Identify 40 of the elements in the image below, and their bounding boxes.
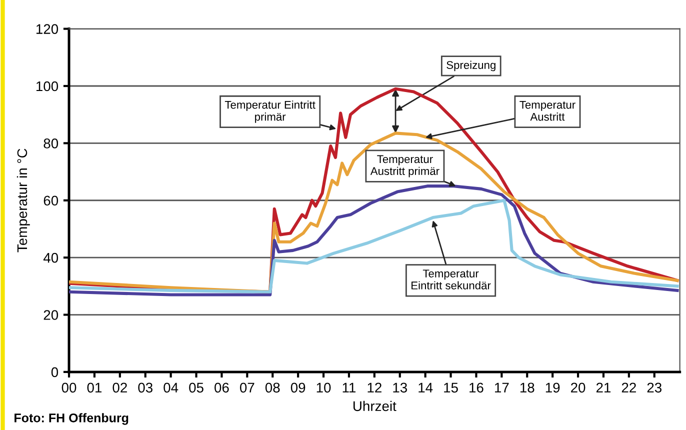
y-tick-label: 120 (36, 24, 58, 34)
x-tick-label: 08 (265, 382, 280, 393)
line-series (69, 198, 679, 294)
x-tick-label: 06 (214, 382, 229, 393)
annotation: Spreizung (446, 60, 496, 72)
annotation: Temperatur Austritt primär (370, 155, 440, 178)
y-tick-label: 100 (36, 81, 58, 92)
annotation: Temperatur Eintritt primär (224, 100, 316, 123)
y-tick-label: 0 (51, 367, 58, 378)
x-tick-label: 18 (520, 382, 534, 393)
x-tick-label: 16 (470, 382, 484, 393)
x-tick-label: 05 (189, 382, 204, 393)
y-tick-label: 60 (44, 196, 58, 206)
x-tick-label: 15 (444, 382, 458, 393)
x-tick-label: 07 (240, 382, 254, 393)
x-tick-label: 20 (571, 382, 586, 393)
x-tick-label: 22 (622, 382, 636, 392)
x-tick-label: 01 (87, 382, 102, 393)
x-tick-label: 03 (138, 382, 152, 393)
x-axis-title: Uhrzeit (353, 400, 396, 412)
text: Foto: FH Offenburg (14, 413, 128, 425)
x-tick-label: 14 (418, 382, 433, 392)
annotation: Temperatur Eintritt sekundär (412, 270, 491, 290)
annotation: Temperatur Austritt (520, 100, 576, 121)
x-tick-label: 23 (647, 382, 662, 393)
y-tick-label: 40 (43, 252, 58, 263)
x-tick-label: 12 (368, 382, 382, 392)
x-tick-label: 21 (596, 382, 611, 392)
y-tick-label: 80 (44, 138, 58, 148)
x-tick-label: 10 (316, 382, 331, 393)
y-tick-label: 20 (44, 310, 58, 320)
x-tick-label: 13 (393, 382, 407, 393)
x-tick-label: 17 (495, 382, 509, 392)
y-axis-title: Temperatur in °C (16, 148, 30, 252)
x-tick-label: 19 (546, 382, 560, 393)
x-tick-label: 04 (164, 382, 178, 393)
x-tick-label: 09 (290, 382, 306, 393)
x-tick-label: 02 (112, 382, 127, 393)
x-tick-label: 11 (342, 382, 356, 392)
x-tick-label: 00 (62, 382, 76, 393)
